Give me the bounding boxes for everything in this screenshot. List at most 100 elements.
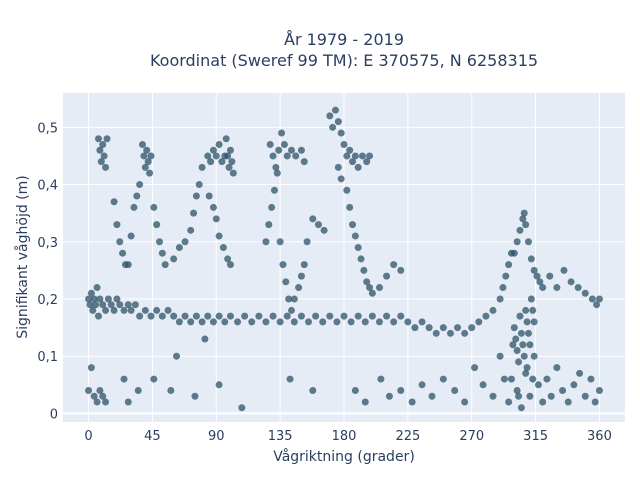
data-point [496,352,504,360]
data-point [570,381,578,389]
data-point [375,284,383,292]
data-point [92,301,100,309]
data-point [241,312,249,320]
data-point [468,324,476,332]
data-point [343,152,351,160]
data-point [96,146,104,154]
data-point [361,398,369,406]
data-point [320,226,328,234]
data-point [94,312,102,320]
data-point [337,175,345,183]
data-point [314,221,322,229]
data-point [99,301,107,309]
data-point [522,221,530,229]
data-point [195,181,203,189]
data-point [181,238,189,246]
data-point [524,329,532,337]
data-point [99,140,107,148]
data-point [337,129,345,137]
data-point [529,375,537,383]
data-point [559,387,567,395]
data-point [309,387,317,395]
data-point [90,295,98,303]
data-point [432,329,440,337]
data-point [331,106,339,114]
data-point [144,158,152,166]
data-point [190,209,198,217]
data-point [520,209,528,217]
data-point [428,392,436,400]
data-point [278,129,286,137]
data-point [553,364,561,372]
data-points [85,106,603,412]
data-point [451,387,459,395]
data-point [218,158,226,166]
data-point [505,261,513,269]
data-point [530,352,538,360]
data-point [153,306,161,314]
data-point [489,392,497,400]
data-point [273,169,281,177]
data-point [158,312,166,320]
data-point [283,312,291,320]
data-point [516,312,524,320]
data-point [349,221,357,229]
data-point [181,312,189,320]
data-point [209,203,217,211]
data-point [347,318,355,326]
data-point [523,318,531,326]
chart-title-line-1: År 1979 - 2019 [284,30,404,49]
data-point [212,215,220,223]
data-point [522,369,530,377]
data-point [119,249,127,257]
data-point [349,158,357,166]
data-point [533,272,541,280]
data-point [351,152,359,160]
x-tick-label: 315 [523,429,548,444]
data-point [547,392,555,400]
data-point [268,203,276,211]
data-point [515,358,523,366]
data-point [526,392,534,400]
data-point [141,306,149,314]
data-point [510,324,518,332]
x-tick-label: 180 [332,429,357,444]
data-point [366,152,374,160]
data-point [226,312,234,320]
data-point [300,261,308,269]
data-point [390,318,398,326]
data-point [221,318,229,326]
data-point [513,238,521,246]
data-point [215,232,223,240]
data-point [496,295,504,303]
data-point [461,398,469,406]
data-point [136,181,144,189]
data-point [517,329,525,337]
data-point [354,312,362,320]
data-point [270,186,278,194]
data-point [110,306,118,314]
data-point [351,387,359,395]
data-point [523,364,531,372]
data-point [512,335,520,343]
data-point [113,295,121,303]
data-point [147,152,155,160]
data-point [224,255,232,263]
x-tick-label: 360 [587,429,612,444]
data-point [146,169,154,177]
data-point [363,158,371,166]
data-point [354,163,362,171]
data-point [539,398,547,406]
data-point [475,318,483,326]
data-point [124,261,132,269]
data-point [439,324,447,332]
data-point [530,318,538,326]
data-point [93,284,101,292]
data-point [192,312,200,320]
y-tick-label: 0,3 [37,236,58,251]
data-point [361,318,369,326]
data-point [191,392,199,400]
data-point [397,266,405,274]
x-tick-label: 225 [395,429,420,444]
data-point [102,398,110,406]
